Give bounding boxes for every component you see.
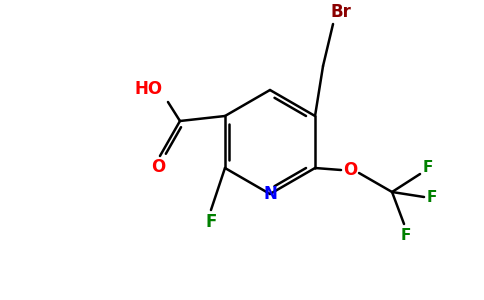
Text: Br: Br [331,3,351,21]
Text: O: O [151,158,165,176]
Text: HO: HO [135,80,163,98]
Text: F: F [427,190,437,205]
Text: N: N [263,185,277,203]
Text: F: F [423,160,433,175]
Text: O: O [343,161,357,179]
Text: F: F [205,213,217,231]
Text: F: F [401,227,411,242]
